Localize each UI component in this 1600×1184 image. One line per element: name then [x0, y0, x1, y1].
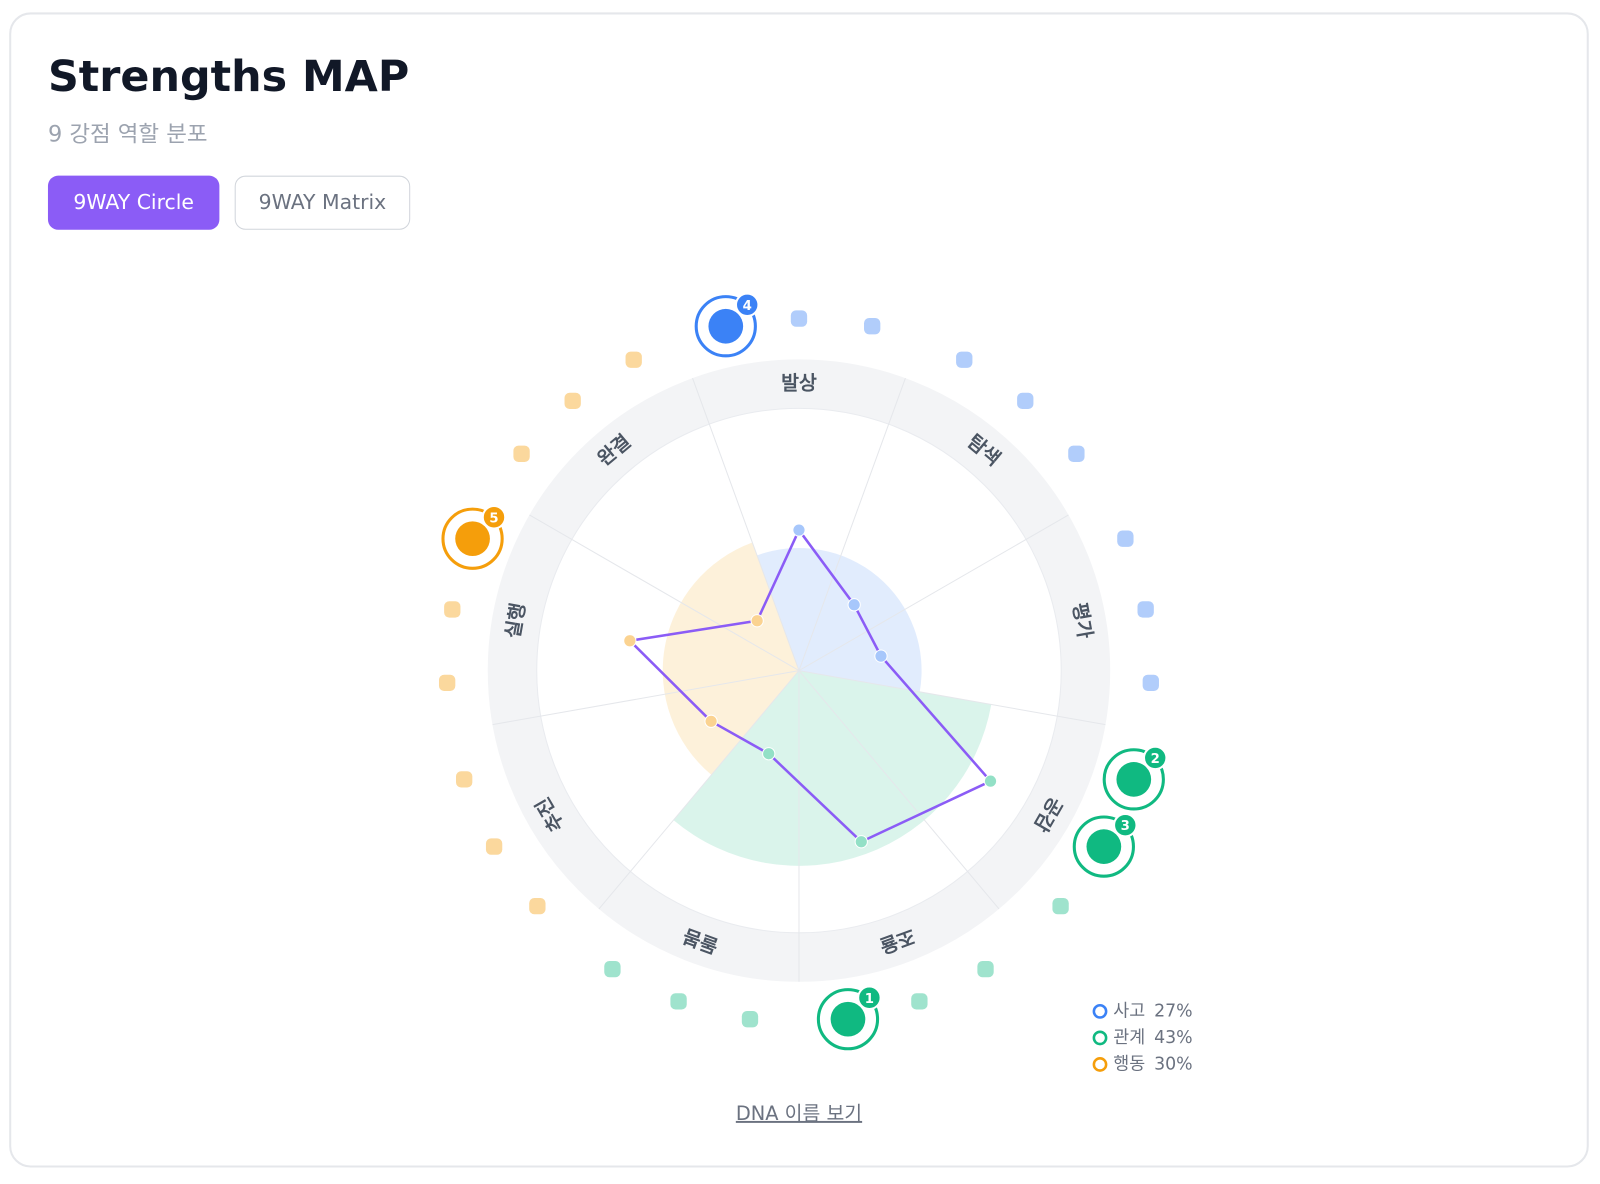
- tab-active[interactable]: [47, 175, 220, 230]
- role-icon-core: [1116, 762, 1152, 797]
- icon: [438, 674, 456, 692]
- title: Strengths MAP: [48, 52, 409, 102]
- legend-marker: [1092, 1057, 1108, 1072]
- rank-label: 3: [1121, 819, 1130, 834]
- legend-name: 사고: [1113, 1001, 1145, 1021]
- role-icon-core: [455, 521, 490, 557]
- icon: [444, 601, 461, 618]
- icon: [670, 993, 687, 1010]
- icon: [1137, 601, 1154, 618]
- radar-line: [628, 528, 992, 844]
- icon: [564, 392, 581, 410]
- role-icon-core: [708, 308, 744, 344]
- radar-point: [874, 649, 888, 663]
- icon: [864, 318, 881, 335]
- spoke: [798, 670, 1000, 910]
- icon: [625, 351, 642, 368]
- role-icon-core: [1086, 829, 1122, 864]
- rank-badge: [1113, 812, 1138, 838]
- legend-value: 43%: [1154, 1028, 1193, 1048]
- icon: [529, 897, 546, 915]
- icon: [1068, 445, 1085, 462]
- rank-label: 5: [489, 511, 498, 526]
- rank-label: 1: [865, 992, 874, 1007]
- radar-point: [762, 747, 776, 761]
- icon: [1052, 897, 1069, 915]
- spoke: [529, 514, 800, 672]
- spoke: [598, 670, 800, 910]
- icon: [1117, 530, 1134, 547]
- rank-label: 4: [743, 299, 752, 314]
- icon: [485, 838, 503, 855]
- radar-point: [750, 614, 764, 628]
- legend-name: 행동: [1113, 1054, 1145, 1074]
- rank-badge: [857, 985, 882, 1011]
- icon: [1142, 674, 1159, 692]
- icon: [604, 960, 621, 978]
- radar-point: [854, 835, 868, 849]
- tab[interactable]: [234, 175, 411, 230]
- legend-value: 30%: [1154, 1054, 1193, 1074]
- spoke: [798, 377, 906, 671]
- icon: [956, 351, 973, 368]
- rank-badge: [481, 505, 507, 530]
- icon: [1017, 392, 1034, 410]
- role-icon-core: [830, 1001, 866, 1037]
- spoke: [692, 377, 800, 671]
- rank-badge: [734, 292, 760, 318]
- radar-point: [623, 634, 637, 648]
- icon: [513, 445, 530, 462]
- radar-point: [847, 598, 861, 612]
- link[interactable]: DNA 이름 보기: [736, 1102, 862, 1125]
- icon: [977, 960, 994, 978]
- group-sector: [662, 542, 799, 775]
- legend-marker: [1092, 1030, 1108, 1046]
- icon: [911, 993, 928, 1010]
- legend-name: 관계: [1113, 1028, 1145, 1048]
- legend-value: 27%: [1154, 1001, 1193, 1021]
- radar-point: [792, 523, 806, 537]
- spoke: [492, 670, 800, 726]
- subtitle: 9 강점 역할 분포: [48, 121, 208, 147]
- radar-point: [983, 774, 998, 788]
- rank-label: 2: [1151, 752, 1160, 767]
- tab-label[interactable]: 9WAY Circle: [73, 190, 194, 214]
- icon: [741, 1011, 759, 1028]
- legend-marker: [1092, 1003, 1108, 1019]
- radar-point: [704, 714, 718, 728]
- spoke: [798, 514, 1069, 672]
- tab-label[interactable]: 9WAY Matrix: [259, 190, 387, 214]
- spoke: [798, 670, 1106, 726]
- category-label: 발상: [781, 371, 817, 394]
- rank-badge: [1142, 745, 1168, 771]
- icon: [790, 310, 808, 327]
- icon: [456, 771, 473, 788]
